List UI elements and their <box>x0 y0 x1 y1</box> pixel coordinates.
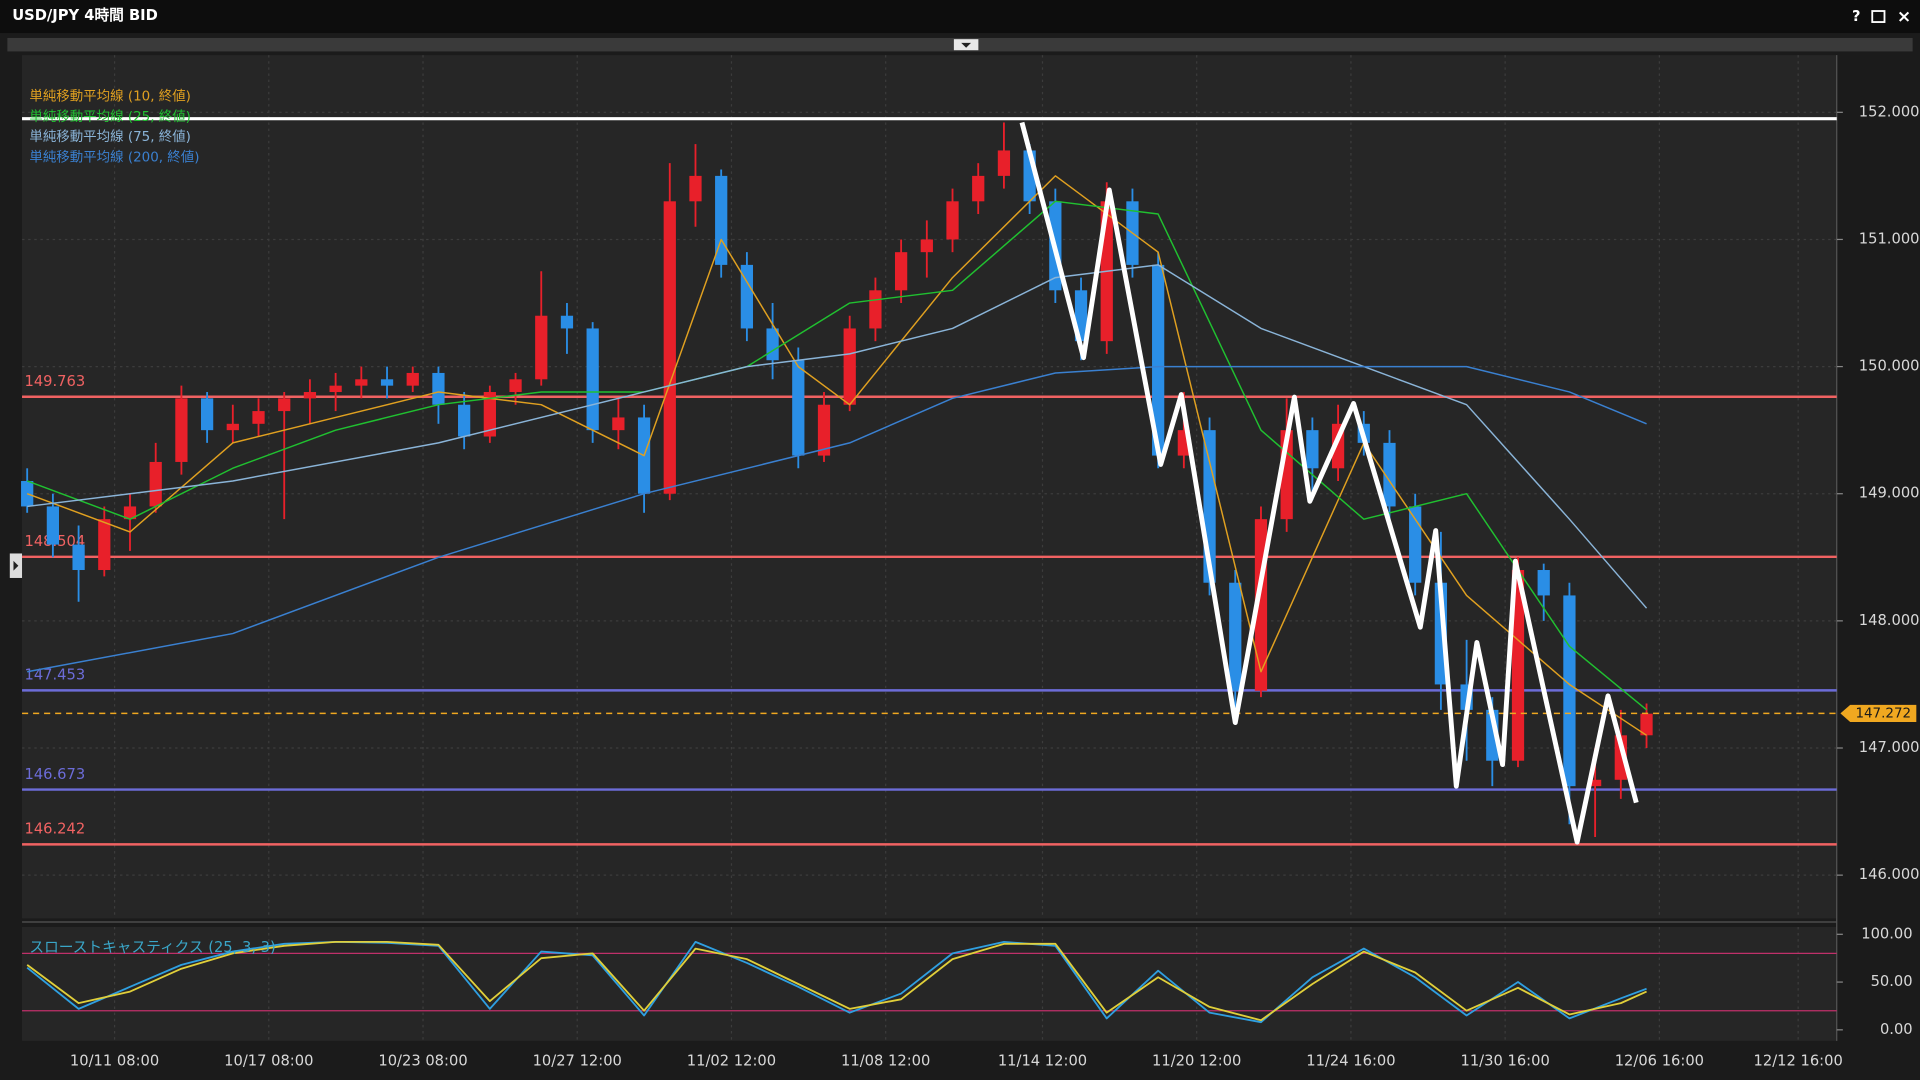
y-tick-label: 149.000 <box>1859 485 1920 502</box>
level-label: 147.453 <box>24 667 85 684</box>
y-tick-label: 151.000 <box>1859 230 1920 247</box>
stochastic-line <box>26 940 1647 1022</box>
candle-body <box>972 175 985 202</box>
legend-entry: 単純移動平均線 (75, 終値) <box>29 129 191 145</box>
y-tick-label: 100.00 <box>1861 925 1912 942</box>
candle-body <box>200 398 214 431</box>
x-tick-label: 11/02 12:00 <box>687 1053 776 1070</box>
candle-body <box>1229 582 1242 691</box>
level-label: 149.763 <box>24 373 85 390</box>
window-title: USD/JPY 4時間 BID <box>12 6 158 24</box>
candle-body <box>997 150 1011 176</box>
candle-body <box>535 315 548 380</box>
price-pane <box>22 55 1837 919</box>
candle-body <box>1152 264 1165 456</box>
candle-body <box>869 290 882 329</box>
y-tick-label: 50.00 <box>1871 973 1913 990</box>
candle-body <box>843 328 856 405</box>
stochastic-line <box>26 940 1647 1024</box>
maximize-button[interactable] <box>1871 10 1886 23</box>
y-tick-label: 0.00 <box>1880 1021 1913 1038</box>
zigzag-drawing <box>1019 121 1639 845</box>
close-button[interactable]: × <box>1897 7 1911 27</box>
candle-body <box>355 379 368 386</box>
candle-body <box>946 201 959 240</box>
help-button[interactable]: ? <box>1852 8 1861 25</box>
candle-body <box>560 315 574 329</box>
x-tick-label: 11/14 12:00 <box>998 1053 1087 1070</box>
candle-body <box>689 175 702 202</box>
candle-body <box>1537 570 1550 596</box>
candle-body <box>303 392 317 399</box>
stochastic-pane <box>22 926 1837 1041</box>
candle-body <box>586 328 599 431</box>
stochastic-title: スローストキャスティクス (25, 3, 3) <box>29 939 275 956</box>
x-tick-label: 10/17 08:00 <box>224 1053 313 1070</box>
candle-body <box>252 411 265 424</box>
x-tick-label: 11/30 16:00 <box>1460 1053 1549 1070</box>
current-price-tag <box>1840 704 1917 722</box>
candle-body <box>406 372 419 386</box>
moving-average <box>27 365 1647 673</box>
candle-body <box>72 544 85 571</box>
y-tick-label: 152.000 <box>1859 103 1920 120</box>
candle-body <box>1640 713 1653 736</box>
x-tick-label: 12/12 16:00 <box>1754 1053 1843 1070</box>
y-tick-label: 147.000 <box>1859 739 1920 756</box>
candle-body <box>509 379 522 393</box>
candle-body <box>740 264 754 329</box>
x-tick-label: 11/08 12:00 <box>841 1053 930 1070</box>
candle-body <box>329 385 342 393</box>
y-tick-label: 146.000 <box>1859 866 1920 883</box>
candle-body <box>46 506 60 545</box>
candle-body <box>149 461 162 507</box>
x-tick-label: 11/24 16:00 <box>1306 1053 1395 1070</box>
collapse-arrow <box>961 42 972 48</box>
candle-body <box>278 398 291 412</box>
legend-entry: 単純移動平均線 (200, 終値) <box>29 149 199 165</box>
y-tick-label: 150.000 <box>1859 358 1920 375</box>
legend-entry: 単純移動平均線 (10, 終値) <box>29 89 191 105</box>
candle-body <box>766 328 779 361</box>
candle-body <box>663 201 676 494</box>
candle-body <box>98 519 111 571</box>
candle-body <box>817 404 831 456</box>
candle-body <box>1383 442 1396 507</box>
level-label: 146.242 <box>24 821 85 838</box>
candle-body <box>1588 779 1602 787</box>
candle-body <box>894 252 908 291</box>
title-bar <box>0 0 1920 34</box>
candle-body <box>123 506 137 520</box>
candle-body <box>483 392 496 437</box>
current-price-label: 147.272 <box>1855 706 1911 721</box>
candle-body <box>1306 430 1319 469</box>
moving-average <box>27 264 1648 609</box>
moving-average <box>26 175 1647 736</box>
candle-body <box>612 417 625 431</box>
candle-body <box>1563 595 1576 787</box>
x-tick-label: 12/06 16:00 <box>1615 1053 1704 1070</box>
side-handle-arrow <box>13 560 19 571</box>
x-tick-label: 10/11 08:00 <box>70 1053 159 1070</box>
x-tick-label: 10/27 12:00 <box>533 1053 622 1070</box>
candle-body <box>226 423 239 431</box>
candle-body <box>920 239 933 253</box>
candle-body <box>715 175 728 265</box>
candle-body <box>175 398 188 462</box>
level-label: 146.673 <box>24 766 85 783</box>
moving-average <box>26 200 1648 711</box>
x-tick-label: 11/20 12:00 <box>1152 1053 1241 1070</box>
candle-body <box>792 360 805 456</box>
candle-body <box>1409 506 1422 583</box>
candle-body <box>432 372 445 405</box>
candle-body <box>380 379 394 386</box>
y-tick-label: 148.000 <box>1859 612 1920 629</box>
legend-entry: 単純移動平均線 (25, 終値) <box>29 109 191 125</box>
x-tick-label: 10/23 08:00 <box>378 1053 467 1070</box>
candle-body <box>458 404 471 437</box>
